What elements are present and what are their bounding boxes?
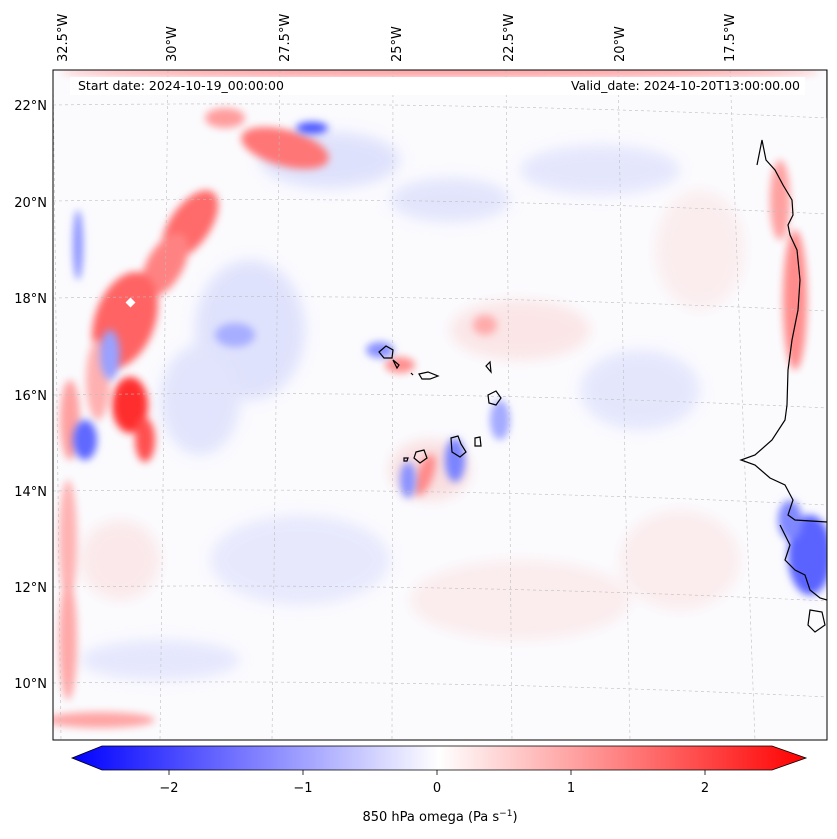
colorbar-tick-label: 2	[701, 781, 709, 796]
coastlines	[378, 70, 827, 633]
lon-label: 30°W	[165, 26, 180, 62]
colorbar-tick-label: 0	[433, 781, 441, 796]
lon-label: 32.5°W	[56, 14, 71, 62]
start-date-label: Start date: 2024-10-19_00:00:00	[78, 78, 284, 93]
colorbar: −2 −1 0 1 2 850 hPa omega (Pa s−1)	[70, 745, 808, 825]
colorbar-tick-label: 1	[567, 781, 575, 796]
lat-label: 10°N	[14, 677, 47, 692]
lat-label: 14°N	[14, 485, 47, 500]
header-box	[70, 77, 805, 95]
lon-label: 27.5°W	[278, 14, 293, 62]
colorbar-label: 850 hPa omega (Pa s−1)	[362, 809, 517, 825]
longitude-labels: 32.5°W 30°W 27.5°W 25°W 22.5°W 20°W 17.5…	[56, 14, 738, 62]
latitude-labels: 22°N 20°N 18°N 16°N 14°N 12°N 10°N	[14, 99, 47, 692]
omega-field	[53, 70, 827, 728]
lat-label: 16°N	[14, 389, 47, 404]
colorbar-bar	[70, 745, 808, 771]
lat-label: 12°N	[14, 581, 47, 596]
map-frame	[52, 69, 828, 741]
lon-label: 25°W	[390, 26, 405, 62]
lat-label: 20°N	[14, 196, 47, 211]
lat-label: 18°N	[14, 292, 47, 307]
lat-label: 22°N	[14, 99, 47, 114]
lon-label: 20°W	[613, 26, 628, 62]
graticule	[53, 70, 827, 740]
map-plot-area	[53, 70, 827, 740]
lon-label: 22.5°W	[502, 14, 517, 62]
colorbar-tick-label: −1	[293, 781, 312, 796]
colorbar-tick-label: −2	[159, 781, 178, 796]
colorbar-ticks: −2 −1 0 1 2	[159, 770, 709, 796]
valid-date-label: Valid_date: 2024-10-20T13:00:00.00	[571, 78, 800, 93]
lon-label: 17.5°W	[723, 14, 738, 62]
